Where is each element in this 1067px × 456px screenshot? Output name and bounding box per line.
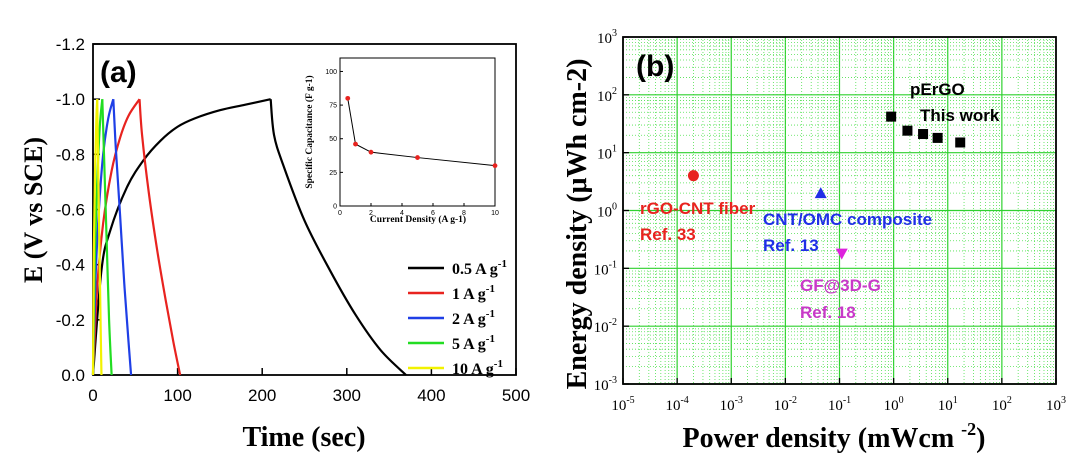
point-pergo xyxy=(918,129,929,140)
panel-a-label: (a) xyxy=(100,56,137,89)
panel-b-x-tick-label: 103 xyxy=(1046,395,1066,414)
inset-y-tick-label: 50 xyxy=(329,136,337,143)
inset-y-tick-label: 25 xyxy=(329,170,337,177)
panel-b-x-axis-label: Power density (mWcm -2) xyxy=(683,419,986,454)
panel-b-x-tick-label: 10-1 xyxy=(828,395,851,414)
panel-a-y-tick-label: -0.4 xyxy=(56,256,85,275)
legend-label: 10 A g-1 xyxy=(452,358,503,378)
point-rgo-cnt-fiber xyxy=(687,170,699,182)
panel-a-y-axis-label: E (V vs SCE) xyxy=(19,137,48,283)
inset-point xyxy=(415,155,420,160)
legend-label: 0.5 A g-1 xyxy=(452,258,507,278)
inset-x-axis-label: Current Density (A g-1) xyxy=(370,214,466,225)
x-label-superscript: -2 xyxy=(961,419,976,439)
panel-a-x-tick-label: 0 xyxy=(88,386,97,405)
point-cnt-omc-composite xyxy=(814,187,827,199)
inset-point xyxy=(368,149,374,155)
x-label-tail: ) xyxy=(976,423,985,454)
curve-charge-1-a-g-1 xyxy=(91,98,141,376)
panel-a-y-tick-label: 0.0 xyxy=(61,366,85,385)
inset-y-axis-label: Specific Capacitance (F g-1) xyxy=(304,75,315,188)
inset-x-tick-label: 0 xyxy=(338,210,342,217)
panel-b-y-tick-label: 101 xyxy=(597,144,617,163)
panel-b-label: (b) xyxy=(636,50,674,83)
panel-a-x-axis-label: Time (sec) xyxy=(242,422,365,453)
annotation-ref-13: Ref. 13 xyxy=(763,236,819,255)
panel-b-x-tick-label: 10-2 xyxy=(774,395,797,414)
panel-b-x-tick-label: 10-4 xyxy=(665,395,688,414)
panel-b-y-tick-label: 10-2 xyxy=(594,317,617,336)
panel-a-y-tick-label: -1.0 xyxy=(56,90,85,109)
curve-charge-0-5-a-g-1 xyxy=(91,98,271,376)
panel-a-x-tick-label: 500 xyxy=(502,386,530,405)
panel-a-x-tick-label: 200 xyxy=(248,386,276,405)
inset-x-tick-label: 8 xyxy=(462,210,466,217)
annotation-pergo: pErGO xyxy=(910,80,965,99)
annotation-rgo-cnt-fiber: rGO-CNT fiber xyxy=(640,199,756,218)
panel-a-x-tick-label: 400 xyxy=(417,386,445,405)
panel-b-ragone-plot: 10-5 10-4 10-3 10-2 10-1 100 101 102 103 10-3 10-… xyxy=(562,28,1066,454)
panel-b-x-tick-label: 100 xyxy=(884,395,904,414)
curve-discharge-2-a-g-1 xyxy=(112,99,133,376)
inset-y-tick-label: 0 xyxy=(333,204,337,211)
panel-b-x-tick-label: 10-5 xyxy=(611,395,634,414)
point-gf-3d-g xyxy=(835,248,848,260)
annotation-this-work: This work xyxy=(920,106,1000,125)
legend-label: 5 A g-1 xyxy=(452,333,495,353)
point-pergo xyxy=(902,125,913,136)
annotation-ref-18: Ref. 18 xyxy=(800,303,856,322)
inset-y-tick-label: 75 xyxy=(329,103,337,110)
legend-label: 2 A g-1 xyxy=(452,308,495,328)
panel-b-y-tick-label: 100 xyxy=(597,202,617,221)
panel-a-y-tick-label: -0.6 xyxy=(56,201,85,220)
curve-discharge-10-a-g-1 xyxy=(96,99,103,376)
inset-point xyxy=(345,95,351,101)
panel-a-y-tick-label: -0.2 xyxy=(56,311,85,330)
panel-b-y-tick-label: 10-1 xyxy=(594,259,617,278)
panel-b-y-tick-label: 10-3 xyxy=(594,375,617,394)
inset-x-tick-label: 10 xyxy=(491,210,499,217)
curve-discharge-0-5-a-g-1 xyxy=(269,99,407,376)
panel-b-x-tick-label: 10-3 xyxy=(720,395,743,414)
panel-b-x-tick-label: 101 xyxy=(938,395,958,414)
legend-label: 1 A g-1 xyxy=(452,283,495,303)
panel-a-y-tick-label: -1.2 xyxy=(56,35,85,54)
panel-b-y-axis-label: Energy density (μWh cm-2) xyxy=(562,59,593,390)
point-pergo xyxy=(955,137,966,148)
point-pergo xyxy=(932,132,943,143)
curve-discharge-5-a-g-1 xyxy=(101,99,113,376)
panel-a-x-tick-label: 300 xyxy=(333,386,361,405)
panel-b-y-tick-label: 103 xyxy=(597,28,617,47)
panel-a-x-tick-label: 100 xyxy=(163,386,191,405)
curve-discharge-1-a-g-1 xyxy=(138,99,182,376)
inset-x-tick-label: 4 xyxy=(400,210,404,217)
inset-x-tick-label: 6 xyxy=(431,210,435,217)
annotation-ref-33: Ref. 33 xyxy=(640,225,696,244)
inset-y-tick-label: 100 xyxy=(325,69,337,76)
panel-a-y-tick-label: -0.8 xyxy=(56,145,85,164)
panel-b-x-axis-label-main: Power density (mWcm xyxy=(683,423,955,454)
inset-point xyxy=(492,163,498,169)
annotation-gf-3d-g: GF@3D-G xyxy=(800,276,881,295)
panel-b-x-tick-label: 102 xyxy=(992,395,1012,414)
panel-b-y-tick-label: 102 xyxy=(597,86,617,105)
panel-a-charge-discharge: 0 100 200 300 400 500 -1.2-1.0-0.8-0.6-0.4-0.… xyxy=(19,35,530,453)
inset-x-tick-label: 2 xyxy=(369,210,373,217)
inset-point xyxy=(353,141,358,147)
inset-plot-frame xyxy=(339,57,496,207)
annotation-cnt-omc-composite: CNT/OMC composite xyxy=(763,210,932,229)
panel-a-legend: 0.5 A g-1 1 A g-1 2 A g-1 5 A g-1 10 A g-1 xyxy=(408,258,507,378)
point-pergo xyxy=(886,111,897,122)
